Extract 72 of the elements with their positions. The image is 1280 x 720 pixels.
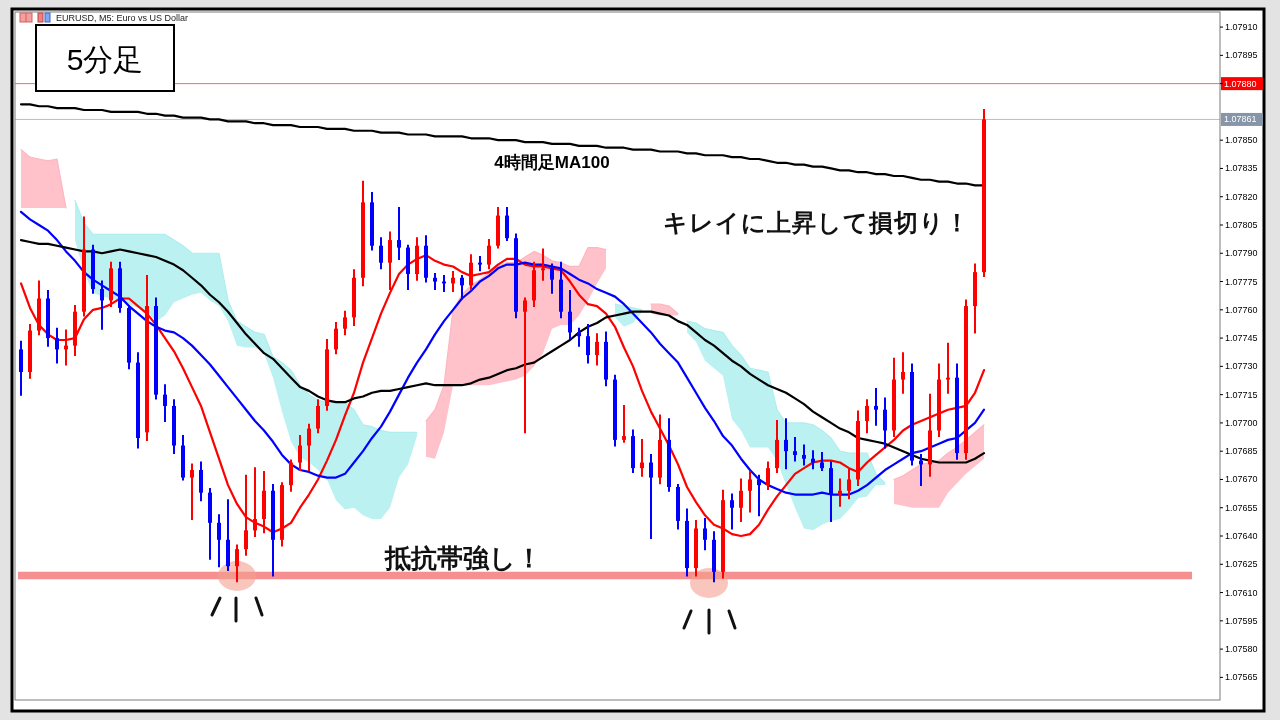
candlestick <box>298 435 302 472</box>
candlestick <box>622 404 626 443</box>
candlestick <box>730 493 734 530</box>
candlestick <box>100 280 104 330</box>
candlestick <box>739 478 743 522</box>
candlestick <box>289 459 293 492</box>
y-tick-label: 1.07790 <box>1225 248 1258 259</box>
y-tick-label: 1.07640 <box>1225 531 1258 542</box>
annotation: キレイに上昇して損切り！ <box>663 208 970 236</box>
y-tick-label: 1.07835 <box>1225 163 1258 174</box>
ref-line-label: 1.07880 <box>1224 78 1257 89</box>
candlestick <box>163 384 167 423</box>
candlestick <box>865 399 869 434</box>
y-tick-label: 1.07760 <box>1225 304 1258 315</box>
chart-subtitle: EURUSD, M5: Euro vs US Dollar <box>56 13 189 23</box>
y-tick-label: 1.07670 <box>1225 474 1258 485</box>
candlestick <box>640 438 644 477</box>
y-tick-label: 1.07730 <box>1225 361 1258 372</box>
series-label: 4時間足MA100 <box>494 152 610 172</box>
y-tick-label: 1.07910 <box>1225 22 1258 33</box>
candlestick <box>748 470 752 513</box>
candlestick <box>550 263 554 294</box>
line-series <box>19 238 986 464</box>
candlestick <box>568 289 572 340</box>
candlestick <box>217 514 221 568</box>
y-tick-label: 1.07595 <box>1225 615 1258 626</box>
candlestick <box>334 322 338 355</box>
text: 5分足 <box>66 42 144 76</box>
y-tick-label: 1.07610 <box>1225 587 1258 598</box>
y-tick-label: 1.07745 <box>1225 333 1258 344</box>
candlestick <box>874 387 878 426</box>
candlestick <box>901 352 905 394</box>
y-tick-label: 1.07565 <box>1225 672 1258 683</box>
candlestick <box>316 399 320 434</box>
candlestick <box>55 327 59 364</box>
candlestick <box>802 444 806 466</box>
candlestick <box>586 323 590 364</box>
candlestick <box>523 297 527 434</box>
candlestick <box>649 453 653 539</box>
candlestick <box>460 274 464 300</box>
candlestick <box>784 418 788 470</box>
y-tick-label: 1.07820 <box>1225 191 1258 202</box>
candlestick <box>766 461 770 490</box>
y-tick-label: 1.07700 <box>1225 417 1258 428</box>
candlestick <box>838 478 842 507</box>
candlestick <box>343 310 347 336</box>
y-tick-label: 1.07805 <box>1225 220 1258 230</box>
y-tick-label: 1.07655 <box>1225 502 1258 513</box>
y-tick-label: 1.07580 <box>1225 644 1258 655</box>
candlestick <box>235 544 239 583</box>
candlestick <box>505 207 509 242</box>
y-tick-label: 1.07775 <box>1225 276 1258 287</box>
candlestick <box>883 397 887 449</box>
candlestick <box>190 463 194 521</box>
candlestick <box>19 340 23 396</box>
candlestick <box>847 469 851 500</box>
band-label: 抵抗帯強し！ <box>383 542 542 573</box>
candlestick <box>397 207 401 260</box>
candlestick <box>946 342 950 394</box>
y-tick-label: 1.07895 <box>1225 50 1258 61</box>
y-tick-label: 1.07715 <box>1225 389 1258 400</box>
candlestick <box>478 256 482 272</box>
y-tick-label: 1.07685 <box>1225 446 1258 457</box>
candlestick <box>595 333 599 366</box>
candlestick <box>703 518 707 551</box>
ref-line-label: 1.07861 <box>1224 114 1257 125</box>
candlestick <box>199 461 203 502</box>
candlestick <box>793 436 797 462</box>
candlestick <box>307 423 311 472</box>
candlestick <box>379 237 383 270</box>
y-tick-label: 1.07850 <box>1225 135 1258 146</box>
y-tick-label: 1.07625 <box>1225 559 1258 570</box>
